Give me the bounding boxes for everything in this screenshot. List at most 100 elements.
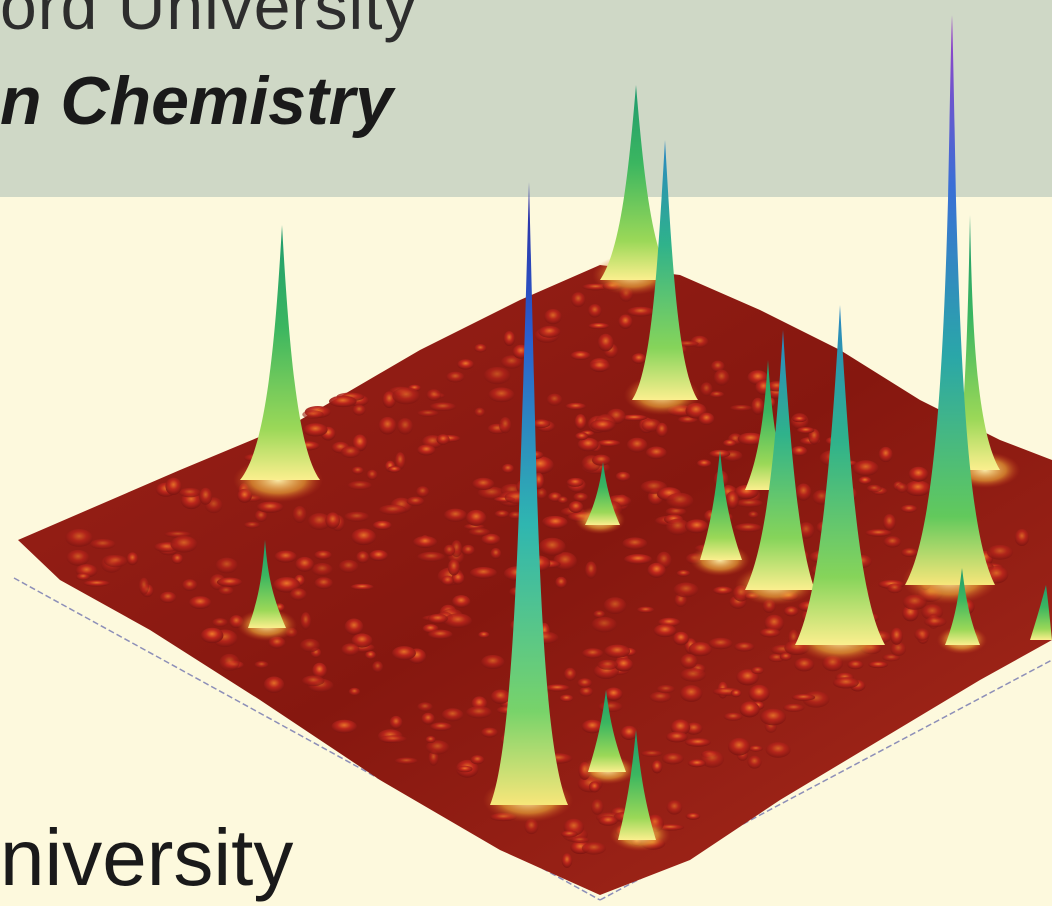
surface-bump	[808, 428, 820, 445]
surface-bump	[347, 481, 372, 490]
surface-bump	[622, 537, 648, 550]
surface-bump	[666, 518, 690, 536]
surface-bump	[447, 559, 460, 576]
surface-bump	[647, 562, 666, 578]
surface-bump	[734, 642, 755, 652]
surface-bump	[170, 535, 198, 553]
surface-bump	[734, 523, 762, 533]
surface-bump	[604, 687, 623, 701]
surface-bump	[896, 483, 908, 493]
surface-bump	[329, 395, 357, 408]
surface-bump	[325, 512, 341, 529]
surface-bump	[666, 731, 688, 743]
surface-bump	[736, 669, 759, 686]
surface-bump	[986, 544, 1014, 560]
surface-bump	[483, 367, 511, 385]
surface-bump	[429, 402, 456, 412]
surface-bump	[666, 492, 694, 509]
surface-bump	[215, 557, 238, 574]
surface-bump	[457, 359, 474, 370]
surface-bump	[66, 549, 90, 566]
surface-bump	[673, 582, 699, 598]
surface-bump	[557, 496, 568, 504]
surface-bump	[779, 652, 792, 661]
surface-bump	[350, 583, 374, 591]
surface-bump	[684, 738, 711, 747]
surface-bump	[783, 606, 799, 617]
surface-bump	[685, 812, 701, 820]
surface-bump	[588, 781, 601, 793]
surface-bump	[441, 575, 454, 586]
surface-bump	[379, 735, 407, 743]
surface-bump	[165, 477, 182, 495]
surface-bump	[924, 616, 947, 628]
surface-bump	[524, 818, 539, 835]
surface-bump	[687, 759, 707, 768]
surface-bump	[461, 544, 475, 556]
surface-bump	[666, 800, 683, 815]
surface-bump	[501, 463, 514, 474]
surface-bump	[735, 499, 763, 508]
surface-bump	[366, 469, 378, 481]
surface-bump	[535, 488, 547, 500]
surface-bump	[256, 501, 284, 513]
surface-bump	[637, 606, 655, 613]
surface-bump	[292, 506, 307, 523]
surface-bump	[621, 414, 648, 421]
surface-bump	[748, 745, 763, 752]
surface-bump	[614, 657, 634, 672]
surface-bump	[797, 427, 815, 434]
surface-bump	[568, 501, 584, 513]
surface-bump	[700, 750, 724, 768]
surface-bump	[171, 553, 183, 564]
surface-bump	[182, 579, 198, 591]
surface-bump	[478, 631, 490, 639]
surface-bump	[680, 654, 698, 669]
surface-bump	[307, 513, 331, 530]
surface-bump	[847, 660, 864, 670]
surface-bump	[481, 655, 505, 669]
axis-line-left	[13, 577, 601, 901]
surface-bump	[344, 618, 364, 635]
surface-bump	[273, 577, 301, 593]
surface-bump	[858, 476, 872, 485]
surface-bump	[627, 306, 655, 317]
surface-bump	[164, 531, 192, 538]
surface-bump	[348, 687, 360, 696]
surface-bump	[219, 653, 240, 672]
surface-bump	[739, 701, 760, 718]
surface-bump	[581, 842, 607, 855]
surface-bump	[591, 616, 617, 633]
surface-bump	[490, 548, 502, 559]
surface-bump	[312, 662, 327, 679]
surface-bump	[356, 551, 370, 564]
surface-bump	[577, 437, 599, 452]
surface-bump	[352, 404, 366, 416]
surface-bump	[543, 516, 568, 529]
surface-bump	[751, 397, 765, 415]
surface-bump	[254, 510, 268, 522]
surface-bump	[494, 510, 510, 518]
surface-bump	[352, 434, 368, 452]
surface-bump	[588, 322, 610, 330]
surface-bump	[395, 452, 406, 470]
department-name: n Chemistry	[0, 63, 393, 139]
surface-bump	[631, 353, 646, 364]
surface-bump	[760, 708, 787, 726]
surface-bump	[481, 727, 498, 738]
surface-bump	[670, 719, 691, 736]
footer-institution-text: niversity	[0, 813, 294, 902]
surface-bump	[730, 689, 742, 698]
surface-bump	[1014, 529, 1030, 546]
surface-bump	[589, 361, 611, 372]
surface-bump	[685, 519, 709, 534]
surface-bump	[791, 446, 808, 457]
surface-bump	[603, 597, 627, 614]
surface-bump	[748, 511, 759, 519]
surface-bump	[65, 529, 93, 547]
surface-bump	[126, 552, 139, 566]
surface-bump	[597, 333, 614, 352]
surface-bump	[430, 722, 452, 731]
surface-bump	[351, 528, 377, 546]
